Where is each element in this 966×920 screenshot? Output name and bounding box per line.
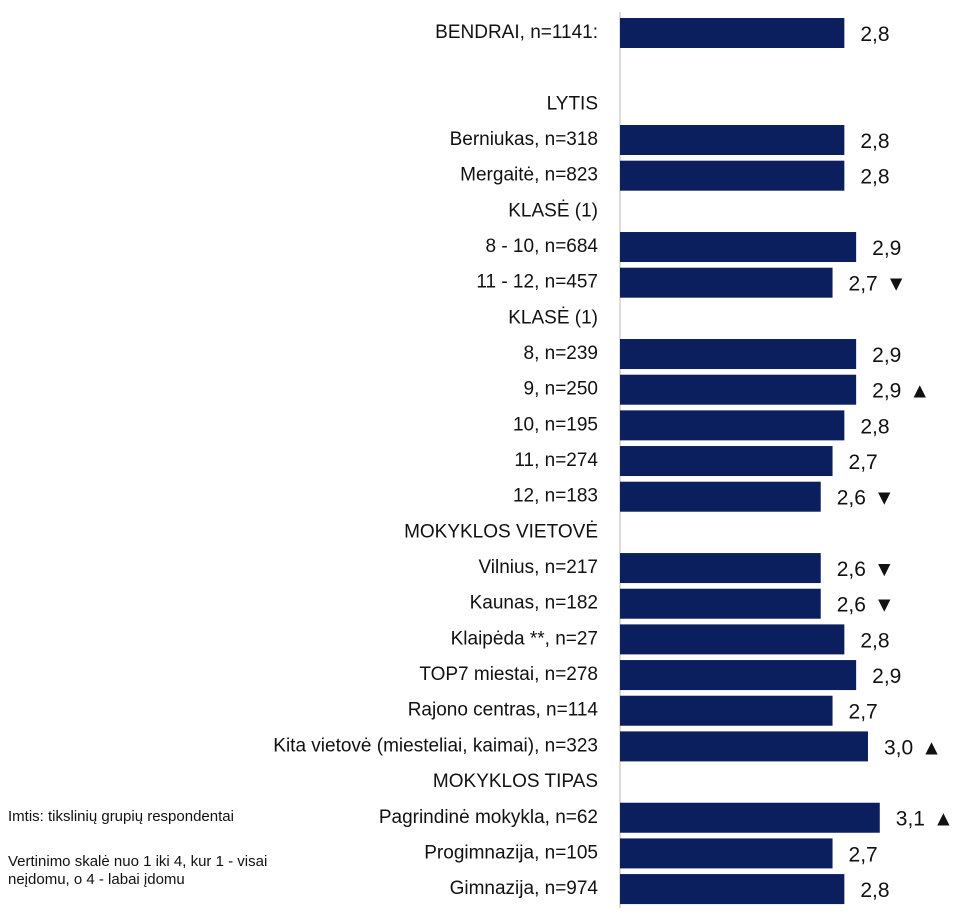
value-label: 3,0 <box>884 736 913 759</box>
category-label: 12, n=183 <box>513 486 598 507</box>
note: Imtis: tikslinių grupių respondentai <box>8 808 234 825</box>
value-label: 3,1 <box>896 807 925 830</box>
value-label: 2,8 <box>860 879 889 902</box>
category-label: 10, n=195 <box>513 414 598 435</box>
category-label: 8 - 10, n=684 <box>485 236 598 257</box>
category-label: KLASĖ (1) <box>508 200 598 221</box>
value-label-group: 2,7 <box>849 700 878 723</box>
bar <box>620 410 845 441</box>
significance-marker: ▲ <box>933 807 954 830</box>
value-label-group: 2,8 <box>860 415 889 438</box>
value-label-group: 3,0 ▲ <box>884 736 942 759</box>
bar <box>620 125 845 156</box>
bar <box>620 267 833 298</box>
bar <box>620 160 845 191</box>
category-label: BENDRAI, n=1141: <box>435 22 598 43</box>
category-label: Mergaitė, n=823 <box>460 165 598 186</box>
value-label-group: 2,6 ▼ <box>837 558 895 581</box>
significance-marker: ▼ <box>874 593 895 616</box>
value-label-group: 2,6 ▼ <box>837 593 895 616</box>
significance-marker: ▼ <box>874 486 895 509</box>
bar <box>620 446 833 477</box>
bar <box>620 232 857 263</box>
bar <box>620 874 845 905</box>
bar <box>620 660 857 691</box>
value-label-group: 2,7 <box>849 843 878 866</box>
category-label: 8, n=239 <box>524 343 599 364</box>
value-label: 2,8 <box>860 415 889 438</box>
significance-marker: ▲ <box>921 736 942 759</box>
category-label: TOP7 miestai, n=278 <box>419 664 598 685</box>
category-label: Kita vietovė (miesteliai, kaimai), n=323 <box>273 735 598 756</box>
bar <box>620 18 845 48</box>
category-label: Klaipėda **, n=27 <box>451 628 598 649</box>
category-label: MOKYKLOS VIETOVĖ <box>404 521 598 542</box>
value-label: 2,8 <box>860 23 889 46</box>
value-label-group: 2,9 <box>872 344 901 367</box>
bar <box>620 695 833 726</box>
bar <box>620 838 833 869</box>
value-label-group: 2,8 <box>860 629 889 652</box>
category-label: 11 - 12, n=457 <box>476 272 598 293</box>
value-label-group: 2,8 <box>860 130 889 153</box>
value-label: 2,9 <box>872 344 901 367</box>
value-label: 2,7 <box>849 700 878 723</box>
value-label-group: 2,9 <box>872 237 901 260</box>
category-label: Pagrindinė mokykla, n=62 <box>379 807 598 828</box>
value-label-group: 2,6 ▼ <box>837 486 895 509</box>
value-label: 2,6 <box>837 486 866 509</box>
category-label: Gimnazija, n=974 <box>450 878 599 899</box>
significance-marker: ▼ <box>874 558 895 581</box>
bar <box>620 624 845 655</box>
value-label: 2,7 <box>849 843 878 866</box>
category-label: Vilnius, n=217 <box>478 557 598 578</box>
significance-marker: ▲ <box>909 379 930 402</box>
category-label: Kaunas, n=182 <box>470 593 598 614</box>
category-label: 11, n=274 <box>514 450 598 471</box>
value-label: 2,8 <box>860 130 889 153</box>
value-label-group: 2,8 <box>860 165 889 188</box>
bar <box>620 588 821 619</box>
value-label-group: 3,1 ▲ <box>896 807 954 830</box>
value-label: 2,9 <box>872 379 901 402</box>
bar <box>620 802 880 833</box>
value-label-group: 2,8 <box>860 23 889 46</box>
bar <box>620 481 821 512</box>
value-label: 2,6 <box>837 558 866 581</box>
bar <box>620 553 821 584</box>
value-label: 2,9 <box>872 237 901 260</box>
value-label: 2,7 <box>849 451 878 474</box>
value-label-group: 2,7 ▼ <box>849 272 907 295</box>
value-label: 2,8 <box>860 629 889 652</box>
note: Vertinimo skalė nuo 1 iki 4, kur 1 - vis… <box>8 853 268 888</box>
value-label: 2,7 <box>849 272 878 295</box>
category-label: Progimnazija, n=105 <box>424 842 598 863</box>
bar <box>620 731 868 762</box>
category-label: Berniukas, n=318 <box>450 129 598 150</box>
category-label: MOKYKLOS TIPAS <box>433 771 598 792</box>
value-label-group: 2,8 <box>860 879 889 902</box>
category-label: 9, n=250 <box>524 379 599 400</box>
bar <box>620 374 857 405</box>
category-label: LYTIS <box>547 93 598 114</box>
value-label: 2,6 <box>837 593 866 616</box>
value-label: 2,9 <box>872 665 901 688</box>
value-label: 2,8 <box>860 165 889 188</box>
significance-marker: ▼ <box>886 272 907 295</box>
bar <box>620 339 857 370</box>
category-label: Rajono centras, n=114 <box>408 700 599 721</box>
category-label: KLASĖ (1) <box>508 307 598 328</box>
value-label-group: 2,7 <box>849 451 878 474</box>
value-label-group: 2,9 <box>872 665 901 688</box>
value-label-group: 2,9 ▲ <box>872 379 930 402</box>
